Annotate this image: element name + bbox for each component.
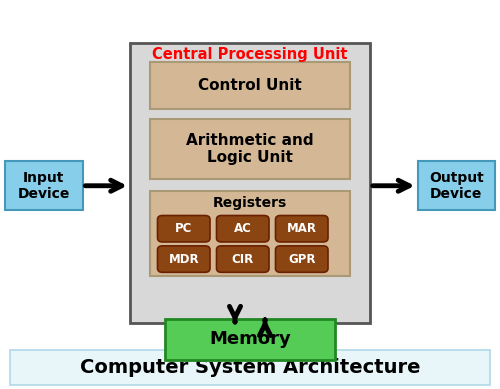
Text: MAR: MAR (286, 222, 317, 235)
FancyBboxPatch shape (165, 319, 335, 360)
FancyBboxPatch shape (418, 161, 495, 210)
FancyBboxPatch shape (158, 246, 210, 272)
Text: Output
Device: Output Device (429, 171, 484, 201)
FancyBboxPatch shape (130, 43, 370, 323)
Text: Control Unit: Control Unit (198, 78, 302, 93)
FancyBboxPatch shape (10, 350, 490, 385)
FancyBboxPatch shape (5, 161, 82, 210)
Text: Arithmetic and
Logic Unit: Arithmetic and Logic Unit (186, 133, 314, 165)
FancyBboxPatch shape (150, 119, 350, 179)
FancyBboxPatch shape (150, 191, 350, 276)
FancyBboxPatch shape (216, 246, 269, 272)
Text: CIR: CIR (232, 252, 254, 266)
Text: GPR: GPR (288, 252, 316, 266)
FancyBboxPatch shape (276, 216, 328, 242)
FancyBboxPatch shape (158, 216, 210, 242)
Text: Computer System Architecture: Computer System Architecture (80, 358, 420, 377)
Text: MDR: MDR (168, 252, 199, 266)
Text: AC: AC (234, 222, 252, 235)
Text: PC: PC (175, 222, 192, 235)
FancyBboxPatch shape (276, 246, 328, 272)
Text: Input
Device: Input Device (18, 171, 70, 201)
FancyBboxPatch shape (150, 62, 350, 109)
Text: Registers: Registers (213, 196, 287, 210)
FancyBboxPatch shape (216, 216, 269, 242)
Text: Central Processing Unit: Central Processing Unit (152, 47, 348, 62)
Text: Memory: Memory (209, 330, 291, 349)
